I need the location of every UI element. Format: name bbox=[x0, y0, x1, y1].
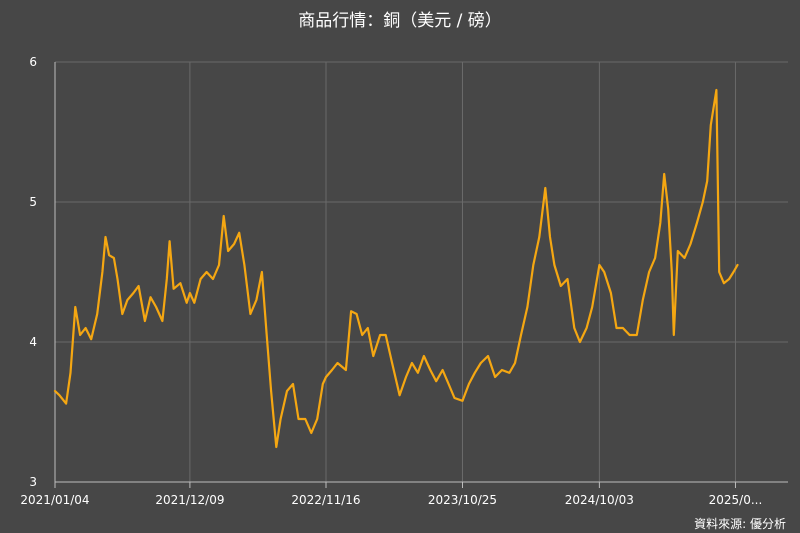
series-layer bbox=[53, 88, 739, 449]
y-tick-label: 3 bbox=[29, 475, 37, 489]
x-tick-label: 2022/11/16 bbox=[291, 493, 360, 507]
y-tick-label: 4 bbox=[29, 335, 37, 349]
y-tick-label: 6 bbox=[29, 55, 37, 69]
y-tick-labels: 3 4 5 6 bbox=[29, 55, 37, 489]
x-tick-label: 2025/0... bbox=[709, 493, 763, 507]
x-tick-label: 2023/10/25 bbox=[428, 493, 497, 507]
x-tick-label: 2021/12/09 bbox=[155, 493, 224, 507]
chart-title: 商品行情：銅（美元 / 磅） bbox=[298, 11, 502, 31]
x-tick-label: 2024/10/03 bbox=[565, 493, 634, 507]
grid-lines bbox=[54, 61, 788, 482]
axes bbox=[54, 62, 788, 488]
y-tick-label: 5 bbox=[29, 195, 37, 209]
x-tick-labels: 2021/01/04 2021/12/09 2022/11/16 2023/10/25… bbox=[20, 493, 762, 507]
source-note: 資料來源: 優分析 bbox=[694, 517, 786, 531]
series-line-copper bbox=[53, 88, 739, 449]
x-tick-label: 2021/01/04 bbox=[20, 493, 89, 507]
